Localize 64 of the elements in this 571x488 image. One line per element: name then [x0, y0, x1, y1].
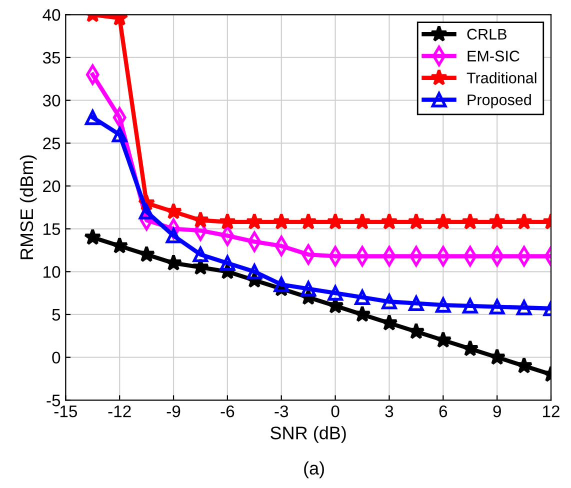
- point: [326, 212, 344, 230]
- y-tick-label: 35: [42, 52, 60, 64]
- legend-label: EM-SIC: [468, 50, 520, 62]
- point: [408, 322, 425, 340]
- legend-label: CRLB: [467, 28, 506, 40]
- x-tick-label: 9: [493, 405, 501, 418]
- point: [488, 212, 506, 230]
- x-tick-label: 6: [439, 405, 448, 418]
- x-tick-label: -12: [108, 405, 131, 418]
- x-tick-label: 0: [331, 405, 340, 418]
- point: [274, 276, 290, 292]
- point: [246, 212, 264, 230]
- y-tick-label: 30: [42, 94, 60, 107]
- point: [382, 294, 397, 310]
- point: [434, 212, 452, 230]
- y-tick-label: -5: [46, 394, 60, 406]
- point: [434, 331, 452, 348]
- point: [112, 126, 128, 142]
- x-axis-title: SNR (dB): [270, 426, 346, 443]
- point: [220, 255, 236, 271]
- point: [516, 300, 532, 316]
- x-tick-label: -9: [166, 405, 180, 418]
- x-tick-label: 3: [385, 405, 394, 418]
- y-axis-title: RMSE (dBm): [20, 155, 37, 260]
- point: [84, 228, 102, 245]
- point: [380, 314, 398, 331]
- x-tick-label: -3: [274, 405, 288, 418]
- point: [218, 212, 236, 230]
- point: [462, 298, 478, 314]
- y-tick-label: 20: [43, 180, 60, 192]
- text: (a): [304, 461, 324, 478]
- point: [436, 297, 451, 313]
- point: [461, 212, 479, 230]
- point: [354, 290, 370, 305]
- y-tick-label: 10: [44, 266, 60, 278]
- point: [408, 296, 424, 311]
- point: [84, 110, 100, 126]
- point: [192, 211, 210, 228]
- legend-label: Proposed: [468, 94, 531, 108]
- y-tick-label: 5: [52, 309, 60, 321]
- x-tick-label: 12: [543, 405, 560, 418]
- point: [166, 228, 182, 244]
- y-tick-label: 0: [52, 352, 60, 364]
- point: [515, 356, 533, 374]
- point: [272, 212, 290, 230]
- point: [164, 202, 182, 220]
- point: [489, 299, 505, 314]
- y-tick-label: 25: [43, 138, 60, 150]
- legend-label: Traditional: [466, 72, 536, 84]
- point: [515, 212, 533, 230]
- point: [300, 281, 316, 296]
- x-tick-label: -6: [220, 405, 234, 418]
- point: [354, 212, 371, 230]
- point: [408, 212, 425, 230]
- point: [246, 264, 262, 280]
- point: [380, 212, 398, 230]
- point: [138, 204, 154, 220]
- y-tick-label: 15: [44, 223, 60, 236]
- y-tick-label: 40: [42, 9, 60, 21]
- point: [488, 348, 506, 365]
- point: [300, 212, 317, 230]
- point: [328, 285, 343, 301]
- x-tick-label: -15: [54, 406, 78, 418]
- point: [192, 246, 208, 262]
